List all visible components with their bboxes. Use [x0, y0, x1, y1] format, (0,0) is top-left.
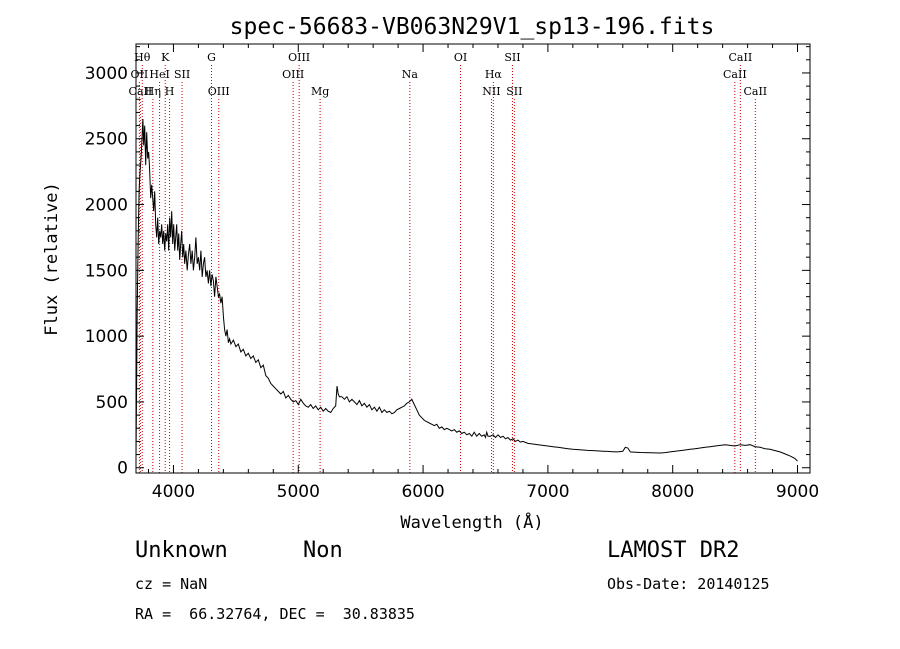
line-marker-label: H	[165, 85, 175, 98]
line-marker-label: K	[161, 51, 170, 64]
line-marker-label: OIII	[282, 68, 304, 81]
obs-date-text: Obs-Date: 20140125	[607, 575, 770, 593]
object-class: Unknown	[135, 538, 228, 563]
line-marker-label: CaII	[129, 85, 153, 98]
line-marker-label: Hα	[485, 68, 503, 81]
line-marker-label: CaII	[729, 51, 753, 64]
object-subclass: Non	[303, 538, 343, 563]
y-tick-label: 3000	[85, 64, 128, 84]
y-axis-label: Flux (relative)	[42, 182, 62, 336]
line-marker-label: Hθ	[134, 51, 151, 64]
y-tick-label: 2000	[85, 196, 128, 216]
line-marker-label: SII	[174, 68, 190, 81]
line-marker-label: NII	[482, 85, 500, 98]
x-tick-label: 5000	[277, 482, 320, 502]
line-markers: Hθ OII CaII K HeI Hη SII H G OIII OIII OIII Mg Na OI Hα…	[129, 51, 767, 473]
plot-frame	[135, 43, 811, 474]
x-tick-label: 7000	[526, 482, 569, 502]
y-tick-label: 2500	[85, 130, 128, 150]
line-marker-label: Na	[402, 68, 419, 81]
redshift-text: cz = NaN	[135, 575, 208, 593]
spectrum-line	[135, 118, 798, 462]
chart-title: spec-56683-VB063N29V1_sp13-196.fits	[230, 14, 715, 40]
line-marker-label: HeI	[149, 68, 169, 81]
x-tick-label: 8000	[651, 482, 694, 502]
line-marker-label: Mg	[311, 85, 329, 98]
y-tick-label: 500	[96, 393, 128, 413]
line-marker-label: OII	[131, 68, 149, 81]
x-axis-label: Wavelength (Å)	[400, 511, 543, 533]
axes: 4000 5000 6000 7000 8000 9000 0 500 1000 1500 2000…	[85, 44, 819, 502]
line-marker-label: CaII	[743, 85, 767, 98]
x-tick-label: 4000	[152, 482, 195, 502]
spectrum-chart: spec-56683-VB063N29V1_sp13-196.fits Hθ OI…	[42, 14, 819, 533]
line-marker-label: OIII	[208, 85, 230, 98]
line-marker-label: G	[207, 51, 216, 64]
line-marker-label: SII	[504, 51, 520, 64]
line-marker-label: SII	[506, 85, 522, 98]
coordinates-text: RA = 66.32764, DEC = 30.83835	[135, 605, 415, 623]
line-marker-label: OIII	[288, 51, 310, 64]
x-tick-label: 9000	[776, 482, 819, 502]
y-tick-label: 1500	[85, 261, 128, 281]
x-tick-label: 6000	[401, 482, 444, 502]
y-tick-label: 1000	[85, 327, 128, 347]
line-marker-label: OI	[454, 51, 467, 64]
survey-name: LAMOST DR2	[607, 538, 740, 563]
y-tick-label: 0	[117, 459, 128, 479]
line-marker-label: CaII	[723, 68, 747, 81]
line-marker-label: Hη	[145, 85, 161, 98]
